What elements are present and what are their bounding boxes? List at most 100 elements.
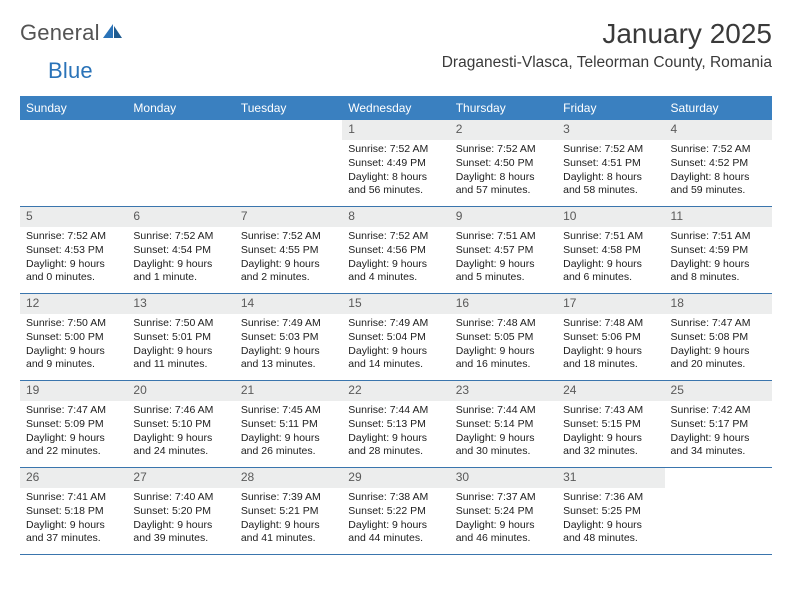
day-header: Saturday (665, 96, 772, 120)
day-cell: 25 Sunrise: 7:42 AMSunset: 5:17 PMDayligh… (665, 381, 772, 467)
day-body: Sunrise: 7:52 AMSunset: 4:51 PMDaylight:… (557, 140, 664, 203)
day-number: 29 (342, 468, 449, 488)
sunset-line: Sunset: 5:08 PM (671, 331, 766, 345)
daylight-line: Daylight: 9 hours and 9 minutes. (26, 345, 121, 373)
day-cell: 2Sunrise: 7:52 AMSunset: 4:50 PMDaylight… (450, 120, 557, 206)
week-row: 5Sunrise: 7:52 AMSunset: 4:53 PMDaylight… (20, 207, 772, 294)
daylight-line: Daylight: 8 hours and 57 minutes. (456, 171, 551, 199)
sunset-line: Sunset: 5:18 PM (26, 505, 121, 519)
daylight-line: Daylight: 9 hours and 2 minutes. (241, 258, 336, 286)
day-cell: 3Sunrise: 7:52 AMSunset: 4:51 PMDaylight… (557, 120, 664, 206)
sunrise-line: Sunrise: 7:47 AM (671, 317, 766, 331)
sunset-line: Sunset: 4:55 PM (241, 244, 336, 258)
day-number: 10 (557, 207, 664, 227)
day-cell: 30Sunrise: 7:37 AMSunset: 5:24 PMDayligh… (450, 468, 557, 554)
sunrise-line: Sunrise: 7:52 AM (563, 143, 658, 157)
sunrise-line: Sunrise: 7:42 AM (671, 404, 766, 418)
day-body: Sunrise: 7:48 AMSunset: 5:05 PMDaylight:… (450, 314, 557, 377)
day-body: Sunrise: 7:51 AMSunset: 4:57 PMDaylight:… (450, 227, 557, 290)
day-body: Sunrise: 7:36 AMSunset: 5:25 PMDaylight:… (557, 488, 664, 551)
sunset-line: Sunset: 4:54 PM (133, 244, 228, 258)
sunset-line: Sunset: 5:20 PM (133, 505, 228, 519)
day-body: Sunrise: 7:52 AMSunset: 4:54 PMDaylight:… (127, 227, 234, 290)
day-number: 8 (342, 207, 449, 227)
day-number: 2 (450, 120, 557, 140)
day-header: Tuesday (235, 96, 342, 120)
sunrise-line: Sunrise: 7:48 AM (563, 317, 658, 331)
day-number: 11 (665, 207, 772, 227)
sunset-line: Sunset: 5:04 PM (348, 331, 443, 345)
day-number: 30 (450, 468, 557, 488)
sunset-line: Sunset: 5:01 PM (133, 331, 228, 345)
sunset-line: Sunset: 5:03 PM (241, 331, 336, 345)
day-body: Sunrise: 7:49 AMSunset: 5:04 PMDaylight:… (342, 314, 449, 377)
sunrise-line: Sunrise: 7:51 AM (456, 230, 551, 244)
sunset-line: Sunset: 5:13 PM (348, 418, 443, 432)
day-number: 21 (235, 381, 342, 401)
daylight-line: Daylight: 9 hours and 1 minute. (133, 258, 228, 286)
day-cell: 19Sunrise: 7:47 AMSunset: 5:09 PMDayligh… (20, 381, 127, 467)
sunrise-line: Sunrise: 7:47 AM (26, 404, 121, 418)
day-number: 14 (235, 294, 342, 314)
sunset-line: Sunset: 5:00 PM (26, 331, 121, 345)
sunrise-line: Sunrise: 7:52 AM (133, 230, 228, 244)
sunset-line: Sunset: 4:52 PM (671, 157, 766, 171)
sunset-line: Sunset: 4:51 PM (563, 157, 658, 171)
daylight-line: Daylight: 8 hours and 58 minutes. (563, 171, 658, 199)
day-number: 9 (450, 207, 557, 227)
sunset-line: Sunset: 5:10 PM (133, 418, 228, 432)
day-cell: 1Sunrise: 7:52 AMSunset: 4:49 PMDaylight… (342, 120, 449, 206)
daylight-line: Daylight: 9 hours and 5 minutes. (456, 258, 551, 286)
day-number: 12 (20, 294, 127, 314)
day-cell: 9Sunrise: 7:51 AMSunset: 4:57 PMDaylight… (450, 207, 557, 293)
day-number: 20 (127, 381, 234, 401)
week-row: 12Sunrise: 7:50 AMSunset: 5:00 PMDayligh… (20, 294, 772, 381)
daylight-line: Daylight: 9 hours and 14 minutes. (348, 345, 443, 373)
sunrise-line: Sunrise: 7:48 AM (456, 317, 551, 331)
daylight-line: Daylight: 9 hours and 37 minutes. (26, 519, 121, 547)
day-body: Sunrise: 7:38 AMSunset: 5:22 PMDaylight:… (342, 488, 449, 551)
day-cell: 21Sunrise: 7:45 AMSunset: 5:11 PMDayligh… (235, 381, 342, 467)
day-cell: 22Sunrise: 7:44 AMSunset: 5:13 PMDayligh… (342, 381, 449, 467)
daylight-line: Daylight: 9 hours and 39 minutes. (133, 519, 228, 547)
sunrise-line: Sunrise: 7:52 AM (456, 143, 551, 157)
sunset-line: Sunset: 5:17 PM (671, 418, 766, 432)
day-body: Sunrise: 7:46 AMSunset: 5:10 PMDaylight:… (127, 401, 234, 464)
location-subtitle: Draganesti-Vlasca, Teleorman County, Rom… (442, 54, 772, 72)
day-cell: 10Sunrise: 7:51 AMSunset: 4:58 PMDayligh… (557, 207, 664, 293)
day-header: Sunday (20, 96, 127, 120)
day-cell (127, 120, 234, 206)
daylight-line: Daylight: 9 hours and 32 minutes. (563, 432, 658, 460)
day-number: 27 (127, 468, 234, 488)
day-cell: 14Sunrise: 7:49 AMSunset: 5:03 PMDayligh… (235, 294, 342, 380)
day-cell: 13Sunrise: 7:50 AMSunset: 5:01 PMDayligh… (127, 294, 234, 380)
day-number: 16 (450, 294, 557, 314)
day-body: Sunrise: 7:51 AMSunset: 4:59 PMDaylight:… (665, 227, 772, 290)
day-number: 15 (342, 294, 449, 314)
sunset-line: Sunset: 5:06 PM (563, 331, 658, 345)
month-title: January 2025 (442, 18, 772, 50)
day-cell (235, 120, 342, 206)
daylight-line: Daylight: 9 hours and 26 minutes. (241, 432, 336, 460)
sunrise-line: Sunrise: 7:50 AM (26, 317, 121, 331)
day-number: 25 (665, 381, 772, 401)
day-number: 13 (127, 294, 234, 314)
day-cell (665, 468, 772, 554)
daylight-line: Daylight: 9 hours and 28 minutes. (348, 432, 443, 460)
day-body: Sunrise: 7:52 AMSunset: 4:56 PMDaylight:… (342, 227, 449, 290)
sunrise-line: Sunrise: 7:37 AM (456, 491, 551, 505)
daylight-line: Daylight: 9 hours and 8 minutes. (671, 258, 766, 286)
day-cell: 15Sunrise: 7:49 AMSunset: 5:04 PMDayligh… (342, 294, 449, 380)
day-body: Sunrise: 7:48 AMSunset: 5:06 PMDaylight:… (557, 314, 664, 377)
day-number: 4 (665, 120, 772, 140)
logo-word2: Blue (48, 58, 93, 84)
daylight-line: Daylight: 9 hours and 41 minutes. (241, 519, 336, 547)
daylight-line: Daylight: 9 hours and 34 minutes. (671, 432, 766, 460)
week-row: 1Sunrise: 7:52 AMSunset: 4:49 PMDaylight… (20, 120, 772, 207)
sunset-line: Sunset: 4:49 PM (348, 157, 443, 171)
day-number: 22 (342, 381, 449, 401)
day-cell: 7Sunrise: 7:52 AMSunset: 4:55 PMDaylight… (235, 207, 342, 293)
sunrise-line: Sunrise: 7:52 AM (671, 143, 766, 157)
sunrise-line: Sunrise: 7:40 AM (133, 491, 228, 505)
daylight-line: Daylight: 9 hours and 20 minutes. (671, 345, 766, 373)
